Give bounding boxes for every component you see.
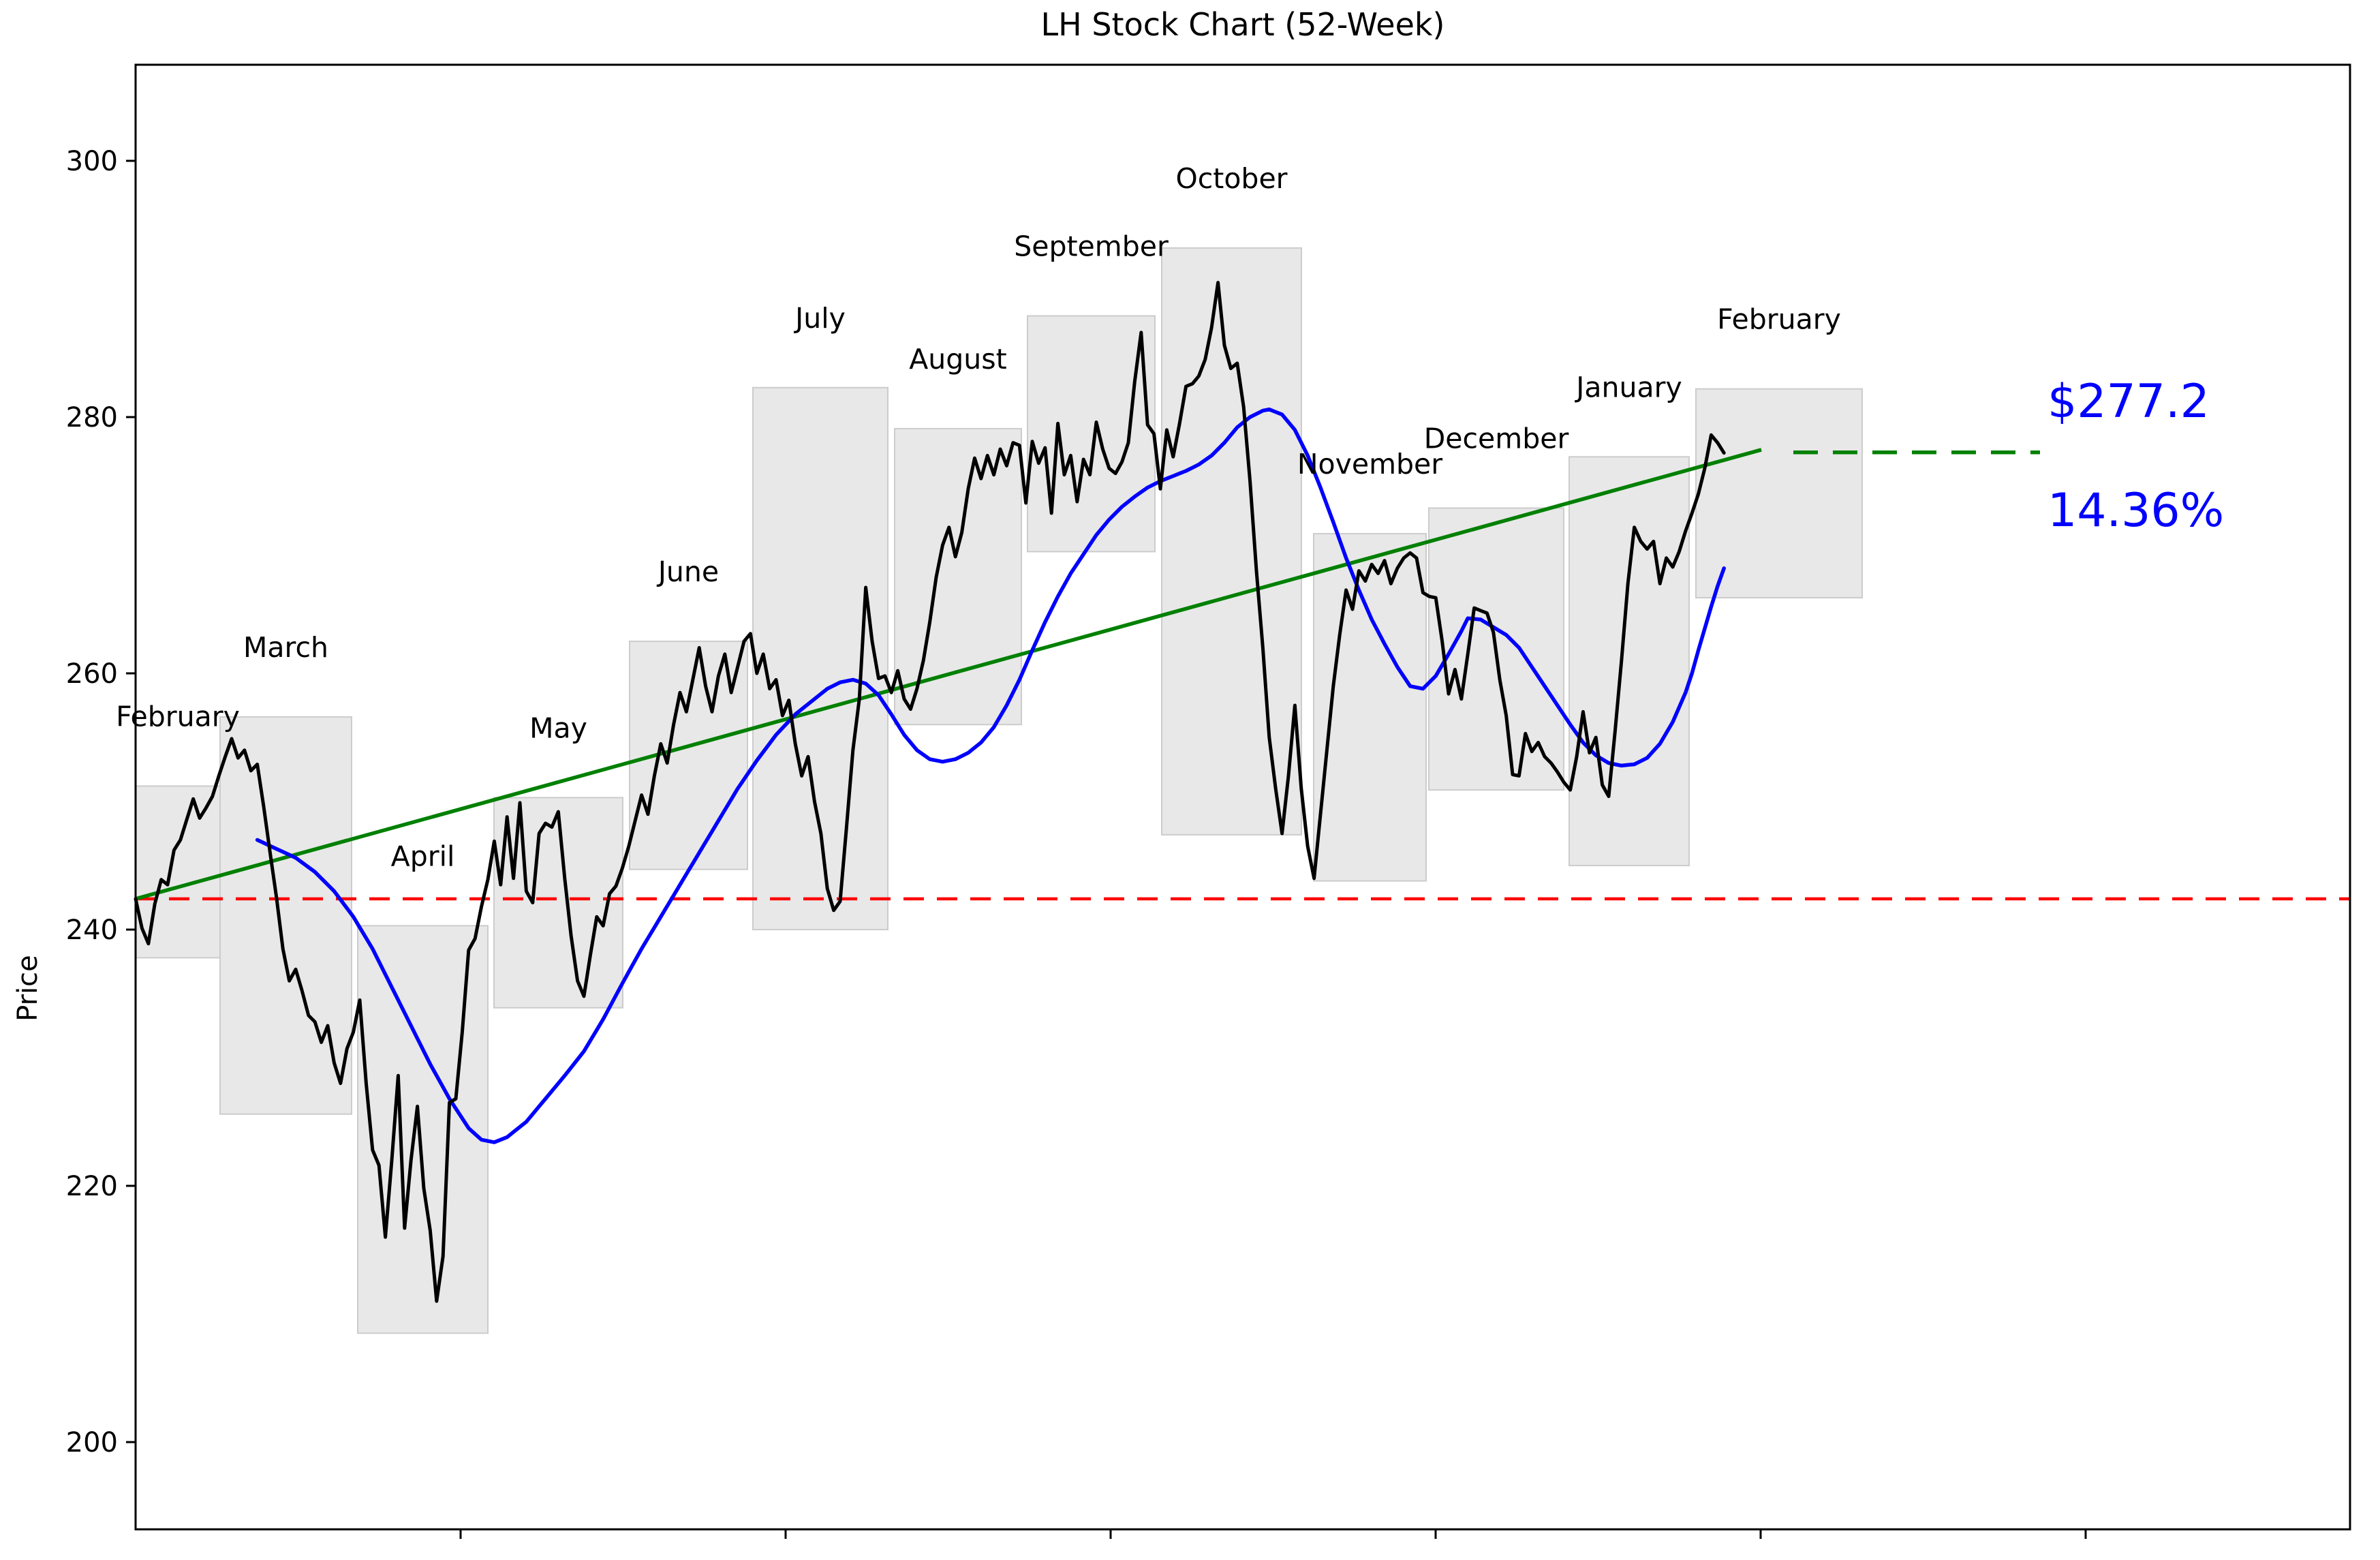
price-series (134, 281, 1726, 1303)
reference-lines (135, 448, 2350, 901)
trend-line (135, 448, 1762, 901)
end-price-annotation: $277.2 (2047, 375, 2210, 429)
month-box (493, 797, 623, 1009)
month-label: February (116, 700, 240, 733)
month-labels: February March April May June July August Septe… (116, 162, 1841, 873)
y-tick-label: 220 (66, 1171, 118, 1202)
y-tick-label: 240 (66, 915, 118, 946)
month-label: October (1175, 162, 1287, 195)
month-box (135, 785, 221, 959)
plot-frame (134, 63, 2351, 1531)
y-tick-label: 200 (66, 1427, 118, 1458)
month-label: April (391, 840, 455, 872)
month-label: December (1424, 422, 1569, 455)
month-box (1027, 315, 1156, 553)
chart-title: LH Stock Chart (52-Week) (1041, 6, 1445, 43)
y-tick-label: 260 (66, 658, 118, 690)
daily-price-line (134, 281, 1726, 1303)
month-label: August (909, 343, 1006, 376)
month-label: January (1574, 371, 1682, 403)
month-label: February (1717, 303, 1841, 336)
month-label: June (656, 555, 719, 588)
month-label: September (1014, 230, 1169, 262)
month-box (1161, 247, 1302, 836)
month-label: March (243, 631, 328, 664)
axis-ticks: 300 280 260 240 220 200 (66, 146, 2087, 1539)
month-label: July (793, 302, 846, 335)
y-tick-label: 280 (66, 402, 118, 433)
month-label: November (1297, 448, 1442, 480)
month-box (752, 386, 888, 930)
y-axis-label: Price (12, 955, 44, 1022)
month-box (894, 427, 1022, 726)
month-range-boxes (135, 247, 1863, 1334)
moving-average-line (255, 407, 1726, 1144)
month-box (1695, 388, 1863, 599)
y-tick-label: 300 (66, 146, 118, 177)
month-box (219, 716, 352, 1115)
month-label: May (529, 712, 587, 744)
pct-change-annotation: 14.36% (2047, 484, 2224, 538)
month-box (1568, 456, 1690, 866)
